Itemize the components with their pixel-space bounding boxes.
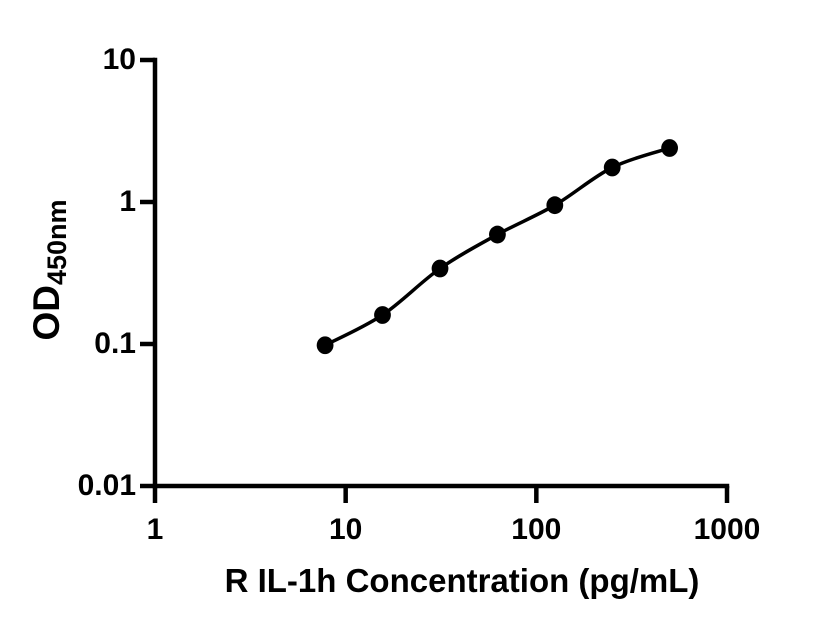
data-point-marker	[661, 139, 679, 157]
x-tick-label: 10	[328, 513, 363, 546]
y-tick-label: 1	[119, 185, 136, 218]
x-tick-label: 100	[511, 513, 562, 546]
data-point-marker	[546, 196, 564, 215]
y-tick-label: 0.01	[77, 469, 136, 502]
x-tick-label: 1000	[693, 513, 761, 546]
y-axis-title: OD 450nm	[26, 199, 72, 341]
x-tick-label: 1	[146, 513, 164, 546]
data-point-marker	[489, 225, 506, 244]
data-point-marker	[374, 306, 391, 324]
x-axis-title: R IL-1h Concentration (pg/mL)	[224, 562, 700, 599]
data-point-marker	[431, 259, 449, 278]
y-axis-title-main: OD	[26, 285, 67, 341]
y-tick-label: 10	[102, 43, 136, 76]
data-point-marker	[603, 158, 621, 177]
data-point-marker	[316, 336, 334, 355]
y-axis-title-subscript: 450nm	[42, 199, 72, 286]
y-tick-label: 0.1	[94, 327, 136, 360]
